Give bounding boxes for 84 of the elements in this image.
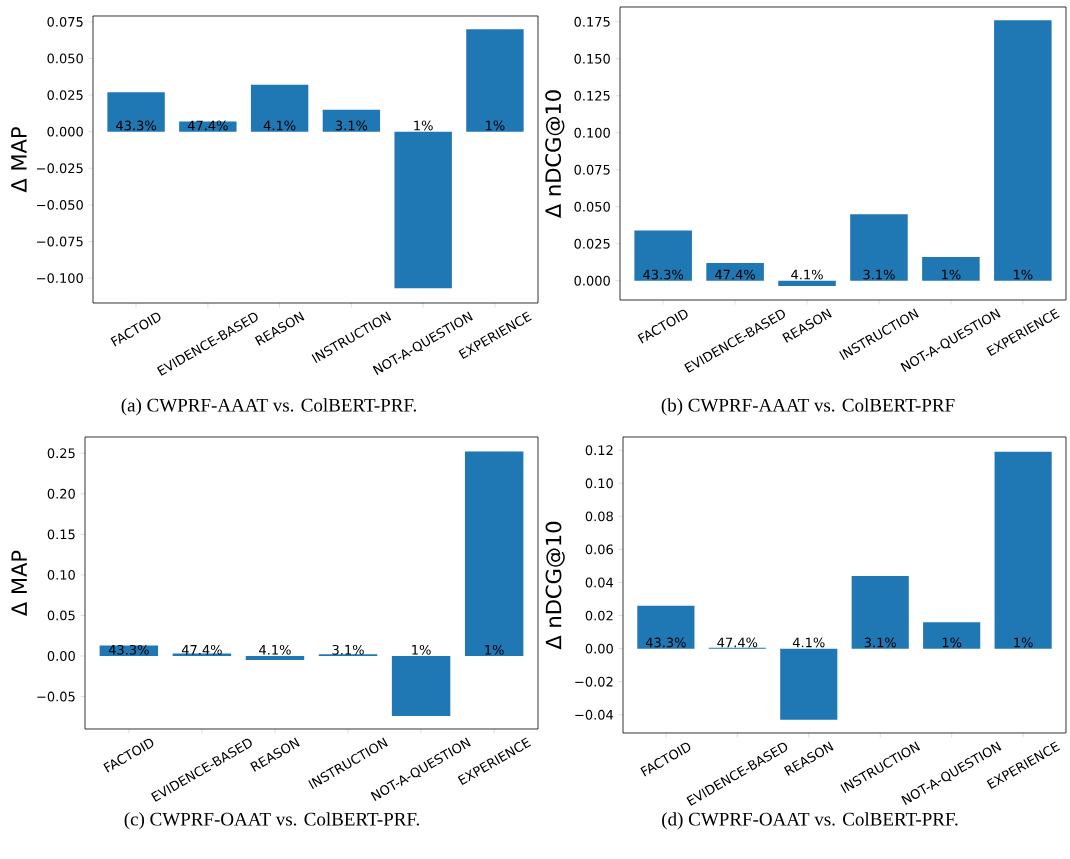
y-tick-label: 0.00 bbox=[585, 643, 613, 654]
y-tick-label: 0.050 bbox=[574, 201, 610, 212]
bar bbox=[394, 131, 452, 289]
y-tick-label: 0.175 bbox=[574, 16, 610, 27]
y-tick-label: 0.00 bbox=[47, 651, 75, 661]
y-axis-title: Δ MAP bbox=[11, 127, 27, 193]
y-tick-label: 0.06 bbox=[585, 544, 613, 555]
annotation: 47.4% bbox=[717, 637, 758, 648]
annotation: 47.4% bbox=[715, 269, 756, 280]
y-axis-title: Δ MAP bbox=[11, 550, 27, 616]
y-tick-label: 0.05 bbox=[47, 610, 75, 621]
annotation: 4.1% bbox=[792, 637, 825, 648]
annotation: 1% bbox=[485, 644, 504, 655]
bar bbox=[637, 605, 695, 649]
y-tick-label: 0.10 bbox=[47, 569, 75, 580]
y-tick-label: −0.02 bbox=[575, 676, 613, 687]
annotation: 43.3% bbox=[108, 644, 149, 655]
annotation: 1% bbox=[414, 120, 433, 131]
annotation: 43.3% bbox=[645, 637, 686, 648]
annotation: 1% bbox=[486, 120, 505, 131]
bar bbox=[634, 230, 692, 281]
y-tick-label: 0.02 bbox=[585, 610, 613, 621]
annotation: 47.4% bbox=[181, 644, 222, 655]
annotation: 1% bbox=[1013, 269, 1033, 280]
annotation: 1% bbox=[942, 269, 961, 280]
bar bbox=[391, 655, 451, 717]
y-tick-label: −0.04 bbox=[575, 709, 614, 720]
y-tick-label: 0.025 bbox=[47, 90, 83, 100]
bar bbox=[851, 575, 909, 649]
y-tick-label: 0.050 bbox=[47, 53, 83, 64]
y-tick-label: 0.08 bbox=[585, 511, 613, 522]
bar bbox=[994, 451, 1052, 649]
text: (c) CWPRF-OAAT vs. ColBERT-PRF. bbox=[124, 812, 419, 830]
y-tick-label: 0.04 bbox=[585, 577, 614, 588]
y-tick-label: 0.025 bbox=[574, 238, 610, 249]
y-tick-label: 0.075 bbox=[574, 164, 610, 175]
bar bbox=[706, 262, 764, 281]
y-tick-label: −0.100 bbox=[37, 273, 83, 284]
y-tick-label: 0.125 bbox=[574, 90, 610, 101]
annotation: 3.1% bbox=[332, 644, 364, 655]
y-tick-label: 0.000 bbox=[47, 126, 83, 137]
bar bbox=[179, 121, 237, 132]
annotation: 4.1% bbox=[259, 644, 291, 655]
text: (b) CWPRF-AAAT vs. ColBERT-PRF bbox=[661, 398, 955, 416]
bar bbox=[778, 280, 836, 286]
y-axis-title: Δ nDCG@10 bbox=[545, 90, 565, 218]
bar bbox=[464, 451, 524, 656]
annotation: 43.3% bbox=[116, 120, 157, 131]
bar bbox=[923, 622, 981, 649]
y-tick-label: 0.12 bbox=[585, 445, 613, 456]
annotation: 3.1% bbox=[863, 269, 895, 280]
y-tick-label: −0.050 bbox=[37, 199, 83, 210]
y-tick-label: 0.25 bbox=[47, 448, 75, 459]
y-tick-label: 0.000 bbox=[574, 275, 610, 286]
annotation: 1% bbox=[942, 637, 962, 648]
annotation: 4.1% bbox=[263, 120, 296, 131]
y-tick-label: 0.075 bbox=[47, 16, 83, 27]
y-tick-label: 0.150 bbox=[574, 53, 610, 64]
bar bbox=[466, 29, 524, 132]
bar bbox=[780, 648, 838, 720]
y-tick-label: −0.025 bbox=[37, 163, 83, 174]
annotation: 1% bbox=[1014, 637, 1033, 648]
text: (d) CWPRF-OAAT vs. ColBERT-PRF. bbox=[662, 812, 958, 830]
y-tick-label: −0.05 bbox=[37, 691, 75, 702]
bar bbox=[250, 84, 309, 132]
y-tick-label: 0.10 bbox=[585, 478, 613, 489]
text: (a) CWPRF-AAAT vs. ColBERT-PRF. bbox=[121, 398, 416, 416]
annotation: 47.4% bbox=[187, 120, 228, 131]
y-tick-label: 0.100 bbox=[574, 127, 610, 138]
bar bbox=[994, 20, 1052, 281]
bar bbox=[245, 655, 305, 661]
bar bbox=[850, 214, 908, 281]
annotation: 3.1% bbox=[335, 120, 368, 131]
bar bbox=[922, 257, 980, 281]
y-tick-label: 0.15 bbox=[47, 529, 75, 540]
y-tick-label: 0.20 bbox=[47, 488, 75, 499]
y-tick-label: −0.075 bbox=[37, 236, 83, 247]
annotation: 1% bbox=[412, 644, 431, 655]
bar bbox=[107, 92, 165, 132]
annotation: 4.1% bbox=[791, 269, 823, 280]
bar bbox=[322, 109, 381, 132]
annotation: 43.3% bbox=[643, 269, 684, 280]
y-axis-title: Δ nDCG@10 bbox=[545, 521, 565, 650]
annotation: 3.1% bbox=[864, 637, 897, 648]
